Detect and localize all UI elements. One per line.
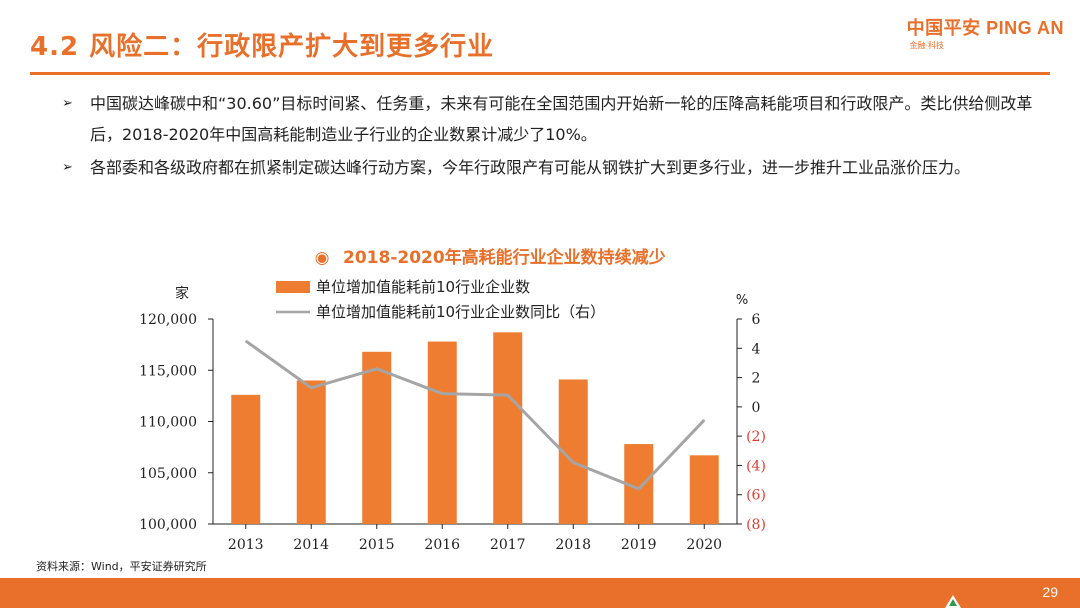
x-tick-label: 2016 bbox=[424, 537, 460, 553]
y-left-unit: 家 bbox=[175, 285, 189, 302]
x-tick-label: 2020 bbox=[686, 537, 722, 553]
y-right-tick-label: 0 bbox=[752, 400, 761, 416]
y-right-tick-label: 6 bbox=[752, 312, 761, 328]
chart-container: ◉ 2018-2020年高耗能行业企业数持续减少单位增加值能耗前10行业企业数单位… bbox=[0, 236, 1080, 581]
y-right-unit: % bbox=[736, 293, 748, 308]
logo-mark-icon bbox=[945, 595, 961, 608]
bullet-item: ➢ 中国碳达峰碳中和“30.60”目标时间紧、任务重，未来有可能在全国范围内开始… bbox=[62, 88, 1037, 150]
y-left-tick-label: 120,000 bbox=[139, 312, 197, 328]
bar-2016 bbox=[427, 341, 457, 524]
yoy-point-2014 bbox=[310, 387, 312, 389]
yoy-line bbox=[244, 339, 706, 491]
x-tick-label: 2013 bbox=[228, 537, 264, 553]
arrow-bullet-icon: ➢ bbox=[62, 96, 73, 111]
yoy-point-2017 bbox=[507, 394, 509, 396]
footer-bar bbox=[0, 578, 1080, 608]
legend-line-label: 单位增加值能耗前10行业企业数同比（右） bbox=[316, 303, 605, 321]
source-note: 资料来源：Wind，平安证券研究所 bbox=[36, 560, 207, 573]
y-right-tick-label: 4 bbox=[752, 341, 761, 357]
yoy-point-2019 bbox=[638, 488, 640, 490]
x-tick-label: 2018 bbox=[555, 537, 591, 553]
brand-logo: 中国平安 PING AN 金融·科技 bbox=[907, 14, 1064, 51]
bar-2013 bbox=[231, 394, 261, 524]
x-tick-label: 2014 bbox=[293, 537, 329, 553]
x-tick-label: 2019 bbox=[621, 537, 657, 553]
yoy-point-2015 bbox=[376, 368, 378, 370]
yoy-point-2016 bbox=[441, 393, 443, 395]
bar-2015 bbox=[362, 351, 392, 524]
yoy-point-2020 bbox=[703, 419, 705, 421]
bullet-item: ➢ 各部委和各级政府都在抓紧制定碳达峰行动方案，今年行政限产有可能从钢铁扩大到更… bbox=[62, 152, 1037, 183]
page-number: 29 bbox=[1042, 584, 1058, 600]
y-right-tick-label: (4) bbox=[746, 458, 766, 474]
yoy-point-2018 bbox=[572, 462, 574, 463]
chart-title-marker: ◉ bbox=[315, 248, 330, 268]
bullet-text: 各部委和各级政府都在抓紧制定碳达峰行动方案，今年行政限产有可能从钢铁扩大到更多行… bbox=[90, 158, 971, 177]
logo-text: 中国平安 PING AN bbox=[906, 18, 1064, 38]
bar-2017 bbox=[493, 332, 523, 524]
y-right-tick-label: (2) bbox=[746, 429, 766, 445]
y-right-tick-label: 2 bbox=[752, 371, 761, 387]
x-tick-label: 2017 bbox=[490, 537, 526, 553]
page-title: 4.2 风险二：行政限产扩大到更多行业 bbox=[30, 32, 495, 62]
bar-2020 bbox=[689, 455, 719, 524]
title-divider bbox=[30, 72, 1050, 75]
y-left-tick-label: 115,000 bbox=[139, 363, 197, 379]
bullet-text: 中国碳达峰碳中和“30.60”目标时间紧、任务重，未来有可能在全国范围内开始新一… bbox=[90, 94, 1033, 144]
y-right-tick-label: (8) bbox=[746, 517, 766, 533]
logo-tagline: 金融·科技 bbox=[909, 41, 944, 50]
bar-2014 bbox=[296, 380, 326, 524]
arrow-bullet-icon: ➢ bbox=[62, 160, 73, 175]
bullet-list: ➢ 中国碳达峰碳中和“30.60”目标时间紧、任务重，未来有可能在全国范围内开始… bbox=[62, 88, 1037, 185]
y-left-tick-label: 110,000 bbox=[139, 415, 197, 431]
y-right-tick-label: (6) bbox=[746, 488, 766, 504]
legend-bar-label: 单位增加值能耗前10行业企业数 bbox=[316, 278, 530, 296]
y-left-tick-label: 105,000 bbox=[139, 466, 197, 482]
yoy-point-2013 bbox=[245, 340, 247, 342]
chart: ◉ 2018-2020年高耗能行业企业数持续减少单位增加值能耗前10行业企业数单位… bbox=[139, 247, 766, 553]
x-tick-label: 2015 bbox=[359, 537, 395, 553]
y-left-tick-label: 100,000 bbox=[139, 517, 197, 533]
chart-title: 2018-2020年高耗能行业企业数持续减少 bbox=[343, 247, 666, 268]
legend-bar-swatch bbox=[276, 281, 310, 293]
